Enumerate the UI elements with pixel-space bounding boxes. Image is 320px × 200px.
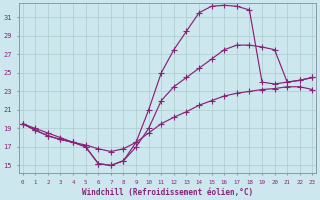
X-axis label: Windchill (Refroidissement éolien,°C): Windchill (Refroidissement éolien,°C) (82, 188, 253, 197)
